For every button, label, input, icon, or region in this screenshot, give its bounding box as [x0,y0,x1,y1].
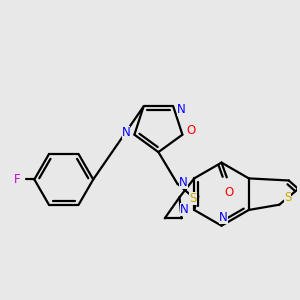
Text: F: F [14,173,21,186]
Text: N: N [177,103,186,116]
Text: S: S [189,192,197,205]
Text: N: N [219,211,228,224]
Text: S: S [284,191,291,204]
Text: N: N [122,126,130,139]
Text: N: N [179,176,188,189]
Text: N: N [180,203,189,216]
Text: O: O [186,124,196,137]
Text: O: O [224,186,233,199]
